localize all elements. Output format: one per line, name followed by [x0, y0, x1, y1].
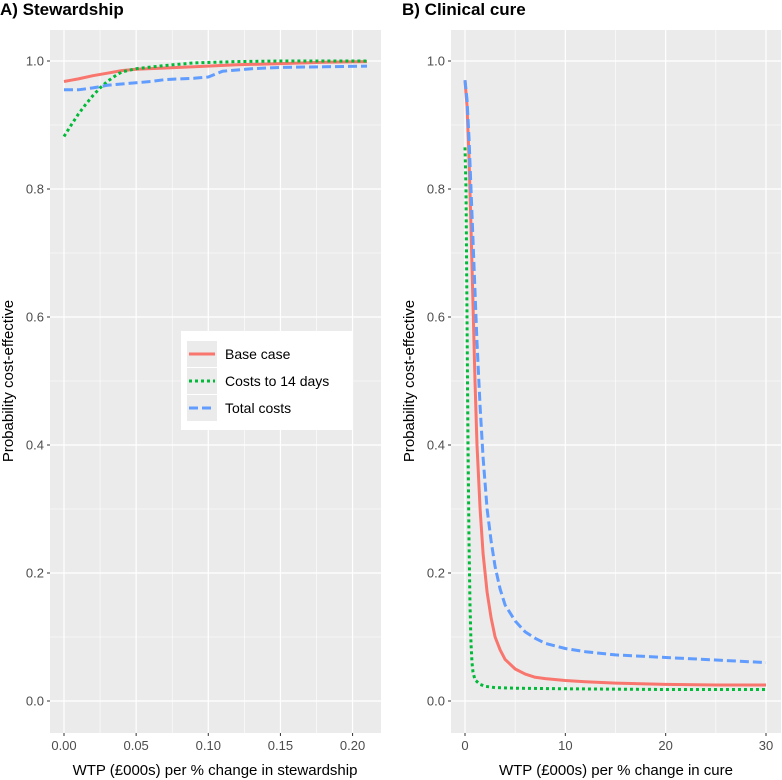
- series-line-base-b: [463, 80, 766, 687]
- y-tick-label: 0.2: [427, 566, 445, 581]
- panel-b-series: [463, 80, 767, 691]
- y-tick-label: 0.8: [427, 182, 445, 197]
- x-tick-label: 10: [558, 738, 572, 753]
- panel-b-ticks: 0.0 0.2 0.4 0.6 0.8 1.0 0 10 20 30: [427, 54, 773, 754]
- panel-a-xlabel: WTP (£000s) per % change in stewardship: [73, 762, 358, 779]
- panel-b-xlabel: WTP (£000s) per % change in cure: [499, 762, 733, 779]
- y-tick-label: 0.4: [427, 438, 445, 453]
- x-tick-label: 0.00: [51, 738, 76, 753]
- legend: Base case Costs to 14 days Total costs: [181, 331, 352, 430]
- y-tick-label: 0.6: [427, 310, 445, 325]
- series-line-costs14-b: [463, 147, 766, 691]
- panel-a-ylabel: Probability cost-effective: [0, 300, 17, 462]
- panel-a-title: A) Stewardship: [0, 0, 124, 19]
- y-tick-label: 0.8: [26, 182, 44, 197]
- x-tick-label: 0.10: [196, 738, 221, 753]
- y-tick-label: 0.2: [26, 566, 44, 581]
- panel-a: A) Stewardship 0.00.20.40.60.81.00.00 0.0…: [0, 0, 381, 779]
- x-tick-label: 30: [759, 738, 773, 753]
- panel-b-background: [451, 30, 781, 733]
- y-tick-label: 0.0: [26, 694, 44, 709]
- legend-label-total: Total costs: [225, 400, 291, 416]
- panel-b: B) Clinical cure 0.0 0.2 0.4 0.6 0.8 1.0 0 10 20…: [401, 0, 781, 779]
- y-tick-label: 1.0: [427, 54, 445, 69]
- legend-label-costs14: Costs to 14 days: [225, 373, 329, 389]
- x-tick-label: 0.05: [123, 738, 148, 753]
- series-line-total-b: [463, 80, 767, 665]
- y-tick-label: 0.4: [26, 438, 44, 453]
- panel-b-ylabel: Probability cost-effective: [401, 300, 418, 462]
- panel-b-title: B) Clinical cure: [402, 0, 526, 19]
- panel-a-ticks: 0.0 0.2 0.4 0.6 0.8 1.0 0.00 0.05 0.10 0.15 0.20: [26, 54, 365, 754]
- series-line-costs14-a: [62, 59, 367, 138]
- x-tick-label: 0.15: [268, 738, 293, 753]
- legend-label-base: Base case: [225, 346, 291, 362]
- x-tick-label: 0.20: [340, 738, 365, 753]
- y-tick-label: 0.6: [26, 310, 44, 325]
- y-tick-label: 0.0: [427, 694, 445, 709]
- series-line-total-a: [64, 64, 368, 92]
- panel-b-grid: [451, 30, 781, 733]
- x-tick-label: 0: [461, 738, 468, 753]
- y-tick-label: 1.0: [26, 54, 44, 69]
- panel-a-series: [62, 59, 368, 138]
- x-tick-label: 20: [658, 738, 672, 753]
